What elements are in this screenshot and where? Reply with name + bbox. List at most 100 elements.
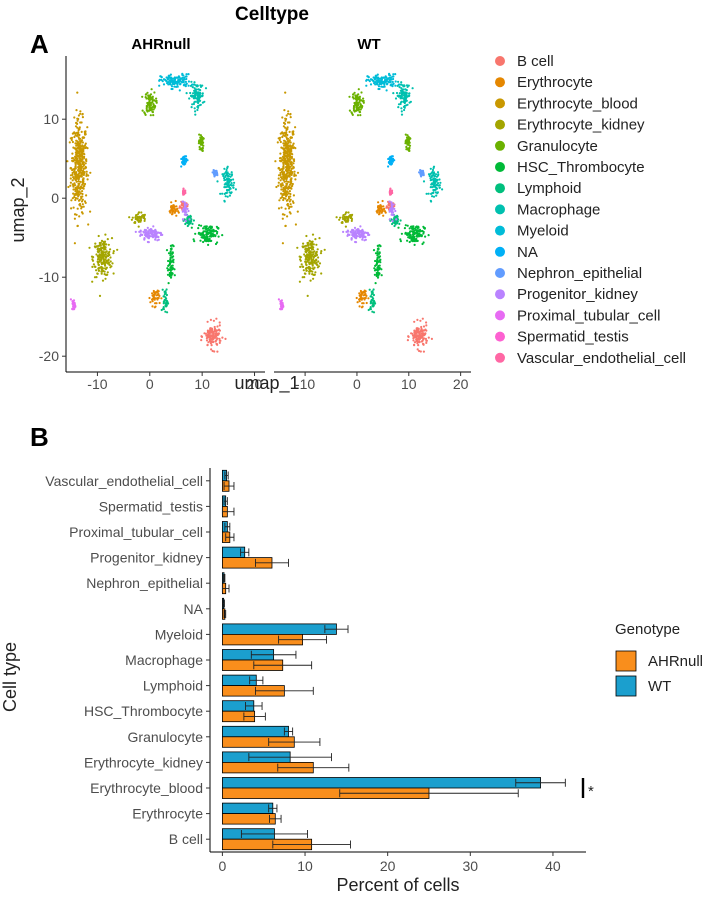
umap-point [345,230,348,233]
umap-point [415,239,418,243]
umap-point [162,295,165,298]
umap-point [425,339,428,342]
umap-x-axis-title: umap_1 [234,373,299,394]
umap-point [436,171,440,174]
umap-point [156,231,160,234]
umap-point [406,85,409,88]
umap-cluster [160,288,170,314]
umap-point [358,110,361,113]
umap-point [345,215,348,218]
umap-point [408,227,411,230]
umap-point [388,210,391,213]
umap-point [352,93,355,96]
umap-point [152,289,155,293]
umap-point [380,76,383,79]
umap-point [388,79,391,82]
umap-point [84,146,87,150]
umap-point [404,142,407,145]
bar-wt [221,777,541,789]
umap-point [307,241,310,244]
umap-point [320,250,323,253]
umap-point [362,97,365,100]
umap-point [185,92,188,95]
bar-wt [221,802,274,814]
umap-point [110,237,114,240]
umap-point [312,273,315,276]
umap-point [353,105,356,108]
umap-point [167,282,170,285]
umap-point [290,163,293,166]
umap-point [215,317,218,320]
umap-point [286,139,289,143]
umap-point [94,242,97,245]
umap-point [103,240,107,243]
umap-point [77,129,80,132]
umap-point [424,235,427,238]
umap-point [182,187,185,190]
umap-point [80,130,83,133]
umap-point [158,294,161,297]
umap-point [302,246,305,249]
umap-point [170,87,173,91]
umap-point [81,173,84,176]
umap-point [183,156,186,159]
umap-point [80,207,83,210]
umap-point [404,224,407,227]
umap-point [193,101,196,104]
umap-point [72,308,75,311]
umap-point [185,82,188,85]
umap-point [134,230,137,233]
umap-point [286,150,289,153]
umap-point [149,108,152,111]
umap-point [91,280,94,283]
umap-point [166,269,170,272]
umap-point [164,296,167,299]
umap-point [81,190,84,193]
umap-point [280,168,283,171]
umap-point [144,113,147,116]
umap-point [98,294,102,297]
umap-point [186,217,189,220]
umap-point [81,212,84,215]
umap-point [347,233,350,236]
umap-point [391,222,394,226]
umap-point [95,276,98,279]
umap-point [86,126,89,129]
umap-y-tick-label: -10 [39,269,59,285]
umap-point [281,304,285,307]
bar-category-label: Erythrocyte_blood [90,780,203,796]
umap-point [389,189,392,192]
umap-point [99,244,102,247]
umap-point [165,249,169,252]
umap-point [130,218,133,221]
umap-point [80,185,83,188]
umap-point [214,229,218,233]
umap-point [394,223,397,226]
umap-point [307,244,310,247]
panel-a-letter: A [30,29,49,59]
umap-point [383,210,387,213]
umap-point [205,236,209,239]
umap-point [202,240,205,244]
umap-point [287,180,290,183]
umap-point [357,93,360,96]
umap-point [416,348,419,351]
umap-point [390,206,393,209]
umap-point [413,341,417,344]
umap-point [282,193,285,196]
umap-point [398,222,401,225]
umap-point [278,199,281,202]
umap-cluster [141,88,158,117]
umap-point [421,242,424,246]
umap-point [70,136,74,139]
umap-point [289,148,292,151]
umap-point [282,213,285,216]
umap-cluster [296,233,326,297]
umap-point [294,223,297,226]
facet-label-ahrnull: AHRnull [131,36,190,53]
umap-point [168,263,171,266]
umap-point [419,171,422,174]
umap-point [179,78,182,81]
umap-point [225,168,228,172]
umap-point [420,340,423,343]
